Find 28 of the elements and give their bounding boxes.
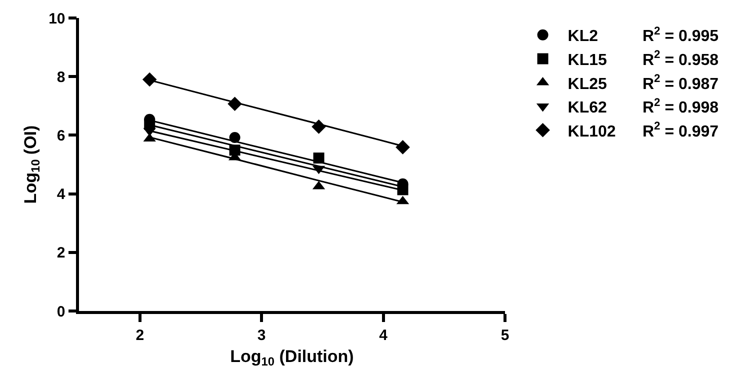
y-tick-label: 4 <box>56 186 66 204</box>
y-tick-label: 8 <box>56 68 66 86</box>
legend-label: KL2 <box>568 28 598 46</box>
point <box>312 120 326 134</box>
y-tick-label: 10 <box>48 10 66 28</box>
x-tick-label: 2 <box>136 326 144 344</box>
point <box>142 72 157 87</box>
text: R$^{2}$ = 0.995 <box>642 25 719 46</box>
legend-label: KL62 <box>568 100 608 117</box>
point <box>396 140 410 154</box>
text: R$^{2}$ = 0.997 <box>642 120 719 140</box>
point <box>229 144 240 156</box>
text: R$^{2}$ = 0.987 <box>642 73 719 93</box>
y-tick-label: 2 <box>56 244 66 262</box>
point <box>228 96 242 111</box>
legend-label: KL25 <box>568 76 608 93</box>
legend-label: KL102 <box>568 123 616 140</box>
point <box>313 152 324 164</box>
x-tick-label: 3 <box>257 326 266 344</box>
x-axis-title: Log$_{10}$ (Dilution) <box>230 347 354 369</box>
x-tick-label: 4 <box>379 326 388 344</box>
x-tick-label: 5 <box>500 326 510 344</box>
text: R$^{2}$ = 0.998 <box>642 96 719 117</box>
text: R$^{2}$ = 0.958 <box>642 49 719 69</box>
y-tick-label: 0 <box>56 303 66 320</box>
point <box>229 132 240 144</box>
legend-label: KL15 <box>568 52 608 69</box>
y-tick-label: 6 <box>56 127 66 144</box>
